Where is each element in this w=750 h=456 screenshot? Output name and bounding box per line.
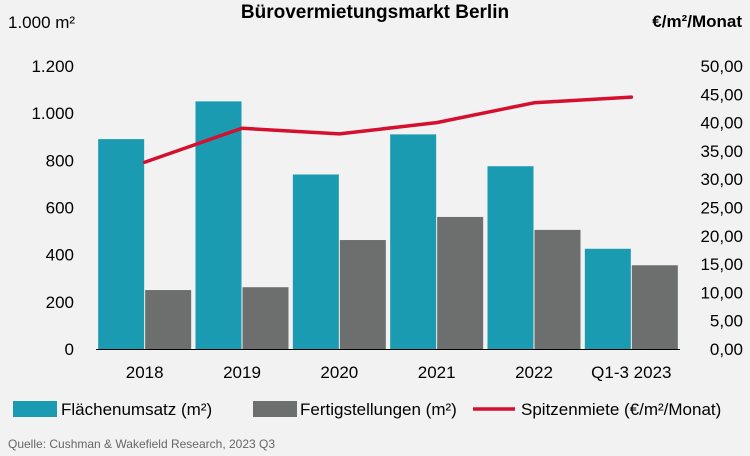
line-spitzenmiete: [142, 95, 634, 164]
right-tick-label: 40,00: [700, 114, 743, 133]
bar-flaechenumsatz: [195, 101, 242, 349]
bar-fertigstellungen: [339, 240, 386, 349]
x-tick-label: 2022: [515, 363, 553, 382]
bar-flaechenumsatz: [390, 134, 437, 349]
x-axis-ticks: 2018 2019 2020 2021 2022 Q1-3 2023: [126, 363, 672, 382]
right-tick-label: 35,00: [700, 142, 743, 161]
bar-fertigstellungen: [145, 290, 192, 349]
x-tick-label: 2021: [418, 363, 456, 382]
bar-flaechenumsatz: [292, 174, 339, 349]
right-tick-label: 15,00: [700, 255, 743, 274]
right-tick-label: 30,00: [700, 170, 743, 189]
bar-fertigstellungen: [242, 287, 289, 349]
right-tick-label: 0,00: [710, 340, 743, 359]
source-note: Quelle: Cushman & Wakefield Research, 20…: [8, 437, 275, 451]
x-tick-label: Q1-3 2023: [591, 363, 671, 382]
left-tick-label: 400: [46, 246, 74, 265]
line-series: [142, 95, 634, 164]
bar-fertigstellungen: [437, 216, 484, 349]
chart-title: Bürovermietungsmarkt Berlin: [241, 2, 509, 23]
legend-label: Fertigstellungen (m²): [300, 400, 457, 419]
bar-flaechenumsatz: [98, 139, 145, 349]
right-tick-label: 10,00: [700, 283, 743, 302]
legend-swatch: [13, 401, 57, 417]
left-tick-label: 1.200: [31, 57, 74, 76]
legend-label: Spitzenmiete (€/m²/Monat): [521, 400, 721, 419]
x-tick-label: 2018: [126, 363, 164, 382]
x-tick-label: 2020: [320, 363, 358, 382]
right-axis-label: €/m²/Monat: [652, 12, 742, 31]
left-tick-label: 800: [46, 151, 74, 170]
legend-label: Flächenumsatz (m²): [61, 400, 212, 419]
left-tick-label: 0: [65, 340, 74, 359]
left-axis-ticks: 0 200 400 600 800 1.000 1.200: [31, 57, 74, 359]
right-tick-label: 25,00: [700, 199, 743, 218]
right-tick-label: 5,00: [710, 312, 743, 331]
bar-fertigstellungen: [631, 265, 678, 349]
right-tick-label: 20,00: [700, 227, 743, 246]
left-tick-label: 1.000: [31, 104, 74, 123]
right-tick-label: 50,00: [700, 57, 743, 76]
bar-flaechenumsatz: [584, 248, 631, 349]
bars: [98, 101, 678, 349]
left-tick-label: 600: [46, 199, 74, 218]
bar-flaechenumsatz: [487, 166, 534, 349]
x-tick-label: 2019: [223, 363, 261, 382]
left-tick-label: 200: [46, 293, 74, 312]
legend-swatch: [253, 401, 297, 417]
left-axis-label: 1.000 m²: [8, 13, 75, 32]
bar-fertigstellungen: [534, 229, 581, 349]
right-tick-label: 45,00: [700, 85, 743, 104]
right-axis-ticks: 0,00 5,00 10,00 15,00 20,00 25,00 30,00 35,00 40…: [700, 57, 743, 359]
legend: Flächenumsatz (m²) Fertigstellungen (m²) S…: [13, 400, 721, 419]
